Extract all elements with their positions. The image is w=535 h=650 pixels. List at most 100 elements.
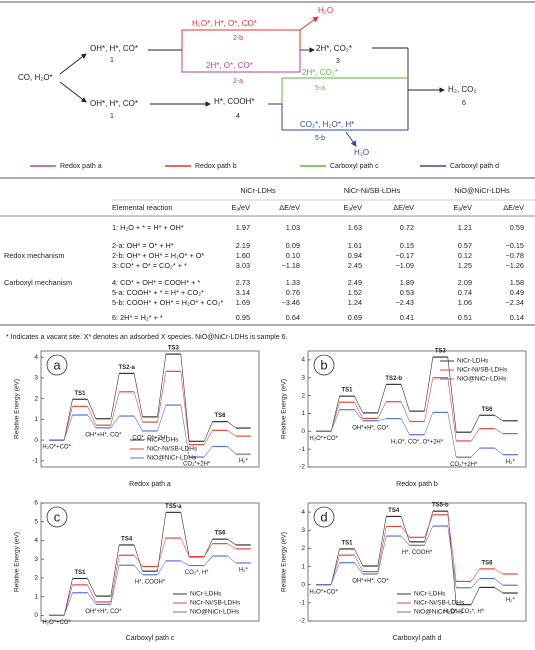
table-cell: 0.69 (348, 313, 362, 322)
connector (400, 516, 410, 542)
state-label: H₂* (239, 459, 249, 465)
legend-label: NiO@NiCr-LDHs (190, 609, 240, 616)
connector (87, 399, 97, 419)
scheme-node: H₂O*, H*, O*, CO* (192, 19, 257, 28)
table-cell: 3.14 (236, 288, 250, 297)
table-header: NiCr-LDHs (240, 186, 276, 195)
scheme-step: 6 (462, 100, 466, 107)
connector (470, 587, 480, 605)
state-label: CO₂*+2H* (183, 462, 211, 468)
state-label: H₂O*+CO* (42, 620, 71, 626)
connector (354, 562, 364, 575)
connector (227, 430, 237, 437)
x-axis-label: Redox path a (129, 481, 171, 488)
table-cell: 2.19 (236, 241, 250, 250)
connector (180, 537, 190, 557)
connector (227, 446, 237, 455)
y-tick-label: -1 (32, 458, 38, 465)
x-axis-label: Redox path b (396, 481, 438, 488)
panel-label: a (53, 357, 61, 372)
connector (157, 404, 167, 432)
legend-label: NiO@NiCr-LDHs (414, 609, 464, 616)
connector (63, 414, 73, 441)
table-cell: 2.73 (236, 278, 250, 287)
scheme-step: 5-b (315, 135, 325, 142)
connector (110, 565, 120, 605)
table-cell: 0.72 (400, 223, 414, 232)
table-cell: −2.43 (396, 298, 414, 307)
x-axis-label: Carboxyl path c (126, 635, 175, 642)
table-cell: 0.41 (400, 313, 414, 322)
scheme-step: 5-a (315, 85, 325, 92)
table-cell: 0.10 (286, 251, 300, 260)
scheme-node: CO₂*, H₂O*, H* (300, 120, 354, 129)
state-label: TS1 (74, 570, 86, 576)
y-tick-label: -2 (299, 618, 305, 625)
scheme-node: CO, H₂O* (18, 73, 53, 82)
reaction: 2-a: OH* = O* + H* (112, 241, 174, 250)
plot-frame (40, 350, 260, 468)
table-cell: 1.06 (458, 298, 472, 307)
scheme-node: H*, COOH* (214, 97, 254, 106)
table-cell: 1.97 (236, 223, 250, 232)
state-label: TS1 (341, 541, 353, 547)
table-subheader: Eₐ/eV (453, 203, 472, 212)
scheme-node: 2H*, O*, CO* (206, 61, 253, 70)
scheme-node: H₂O (354, 148, 369, 157)
connector (203, 430, 213, 445)
connector (110, 373, 120, 419)
connector (133, 391, 143, 423)
legend-label: Carboxyl path d (450, 163, 499, 170)
reaction: 5-b: COOH* + OH* = H₂O* + CO₂* (112, 298, 223, 307)
y-tick-label: 4 (301, 509, 305, 516)
connector (494, 578, 504, 586)
table-cell: 1.24 (348, 298, 362, 307)
connector (157, 560, 167, 575)
reaction: 6: 2H* = H₂* + * (112, 313, 163, 322)
y-tick-label: 4 (34, 354, 38, 361)
table-cell: 1.25 (458, 261, 472, 270)
state-label: TS6 (481, 407, 493, 413)
scheme-node: OH*, H*, CO* (90, 44, 138, 53)
connector (227, 538, 237, 546)
reaction: 3: CO* + O* = CO₂* + * (112, 261, 187, 270)
y-tick-label: 3 (34, 375, 38, 382)
connector (87, 578, 97, 597)
y-tick-label: -2 (299, 464, 305, 471)
y-tick-label: 1 (34, 593, 38, 600)
connector (354, 554, 364, 572)
connector (470, 447, 480, 458)
state-label: OH*+H*, CO* (85, 432, 122, 438)
connector (447, 377, 457, 441)
table-cell: 1.63 (348, 223, 362, 232)
scheme-step: 1 (110, 113, 114, 120)
scheme-step: 1 (110, 57, 114, 64)
connector (377, 401, 387, 419)
connector (63, 592, 73, 616)
connector (424, 412, 434, 435)
state-label: H₂* (239, 568, 249, 574)
reaction: 5-a: COOH* + * = H* + CO₂* (112, 288, 204, 297)
connector (354, 548, 364, 567)
legend-label: NiCr-LDHs (190, 591, 222, 598)
y-tick-label: 3 (301, 527, 305, 534)
table-cell: 1.60 (236, 251, 250, 260)
table-cell: −2.34 (506, 298, 524, 307)
connector (180, 405, 190, 458)
y-tick-label: 1 (34, 416, 38, 423)
scheme-lines (59, 47, 445, 130)
panel-badge (313, 506, 335, 528)
state-label: OH*+H*, CO* (352, 579, 389, 585)
row-group: Carboxyl mechanism (4, 278, 72, 287)
table-cell: 1.89 (400, 278, 414, 287)
connector (354, 402, 364, 419)
connector (494, 414, 504, 422)
panel-badge (313, 354, 335, 376)
connector (110, 415, 120, 429)
table-cell: 2.45 (348, 261, 362, 270)
legend-label: NiO@NiCr-LDHs (147, 455, 197, 462)
connector (133, 544, 143, 572)
scheme-node: H₂, CO₂ (448, 85, 476, 94)
